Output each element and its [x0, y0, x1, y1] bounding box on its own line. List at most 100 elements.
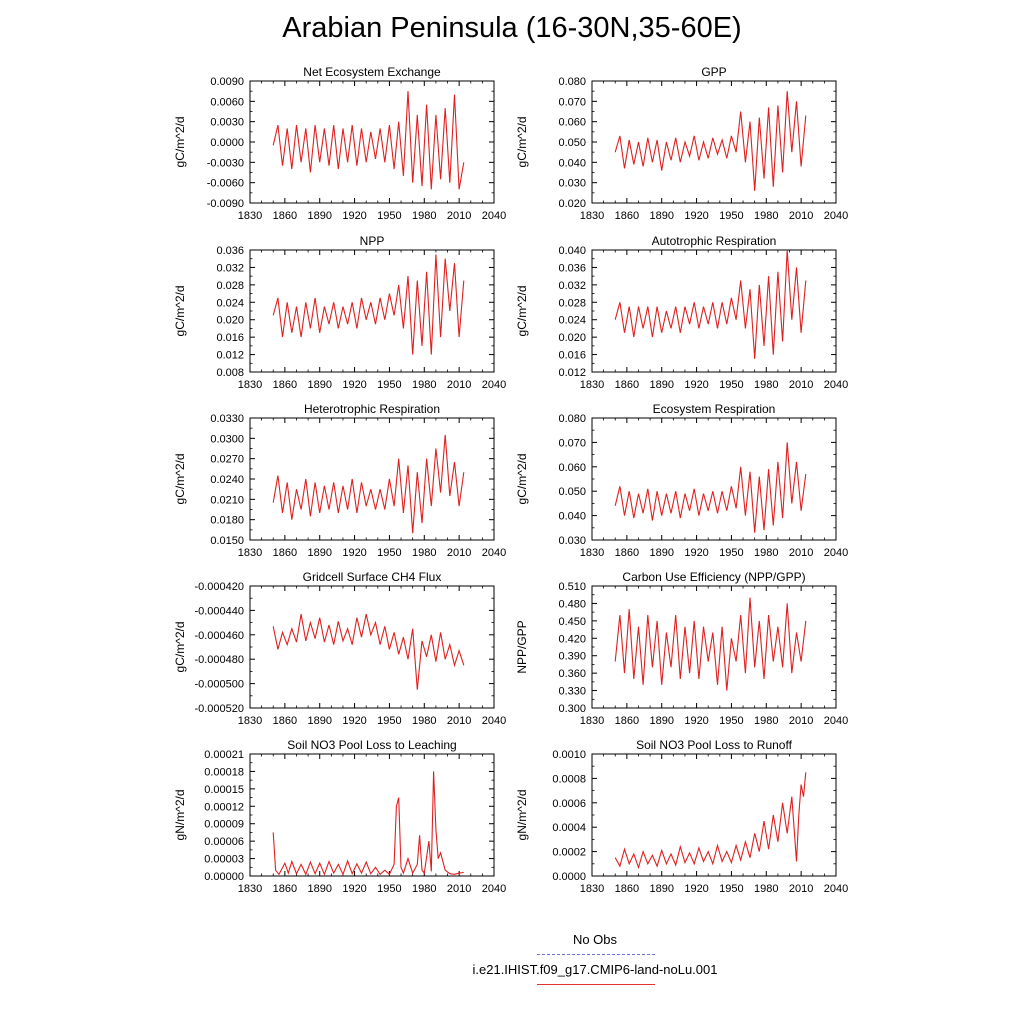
y-tick-label: 0.0006 — [552, 798, 586, 810]
y-tick-label: 0.0000 — [552, 871, 586, 883]
chart-panel-8: Carbon Use Efficiency (NPP/GPP) NPP/GPP 18… — [515, 570, 848, 727]
chart-title: Gridcell Surface CH4 Flux — [303, 570, 442, 584]
legend-model-line — [537, 984, 655, 985]
x-tick-label: 1950 — [377, 547, 401, 559]
chart-panel-10: Soil NO3 Pool Loss to Runoff gN/m^2/d 1830… — [515, 738, 848, 895]
y-tick-label: 0.0330 — [210, 413, 244, 425]
y-axis-label: gC/m^2/d — [173, 286, 187, 337]
y-tick-label: 0.032 — [216, 262, 244, 274]
x-tick-label: 1890 — [649, 379, 673, 391]
y-tick-label: 0.510 — [558, 581, 586, 593]
plot-frame — [249, 417, 495, 541]
y-tick-label: -0.000420 — [194, 581, 244, 593]
plot-frame — [249, 753, 495, 877]
y-tick-label: 0.024 — [558, 315, 586, 327]
x-tick-label: 1860 — [615, 715, 639, 727]
x-tick-label: 2010 — [789, 379, 813, 391]
series-line — [614, 249, 807, 359]
y-axis-label: gC/m^2/d — [515, 454, 529, 505]
x-tick-label: 1950 — [719, 715, 743, 727]
x-tick-label: 1980 — [412, 883, 436, 895]
y-tick-label: 0.040 — [558, 157, 586, 169]
x-tick-label: 1980 — [754, 210, 778, 222]
y-tick-label: -0.000520 — [194, 703, 244, 715]
x-tick-label: 1890 — [307, 715, 331, 727]
series-line — [614, 772, 807, 870]
y-tick-label: 0.00021 — [204, 749, 244, 761]
y-tick-label: 0.016 — [558, 350, 586, 362]
y-tick-label: -0.000500 — [194, 679, 244, 691]
series-line — [272, 771, 464, 876]
y-tick-label: 0.300 — [558, 703, 586, 715]
chart-panel-9: Soil NO3 Pool Loss to Leaching gN/m^2/d 18… — [173, 738, 506, 895]
chart-title: Carbon Use Efficiency (NPP/GPP) — [622, 570, 805, 584]
y-tick-label: 0.330 — [558, 686, 586, 698]
y-tick-label: 0.040 — [558, 245, 586, 257]
y-tick-label: 0.00018 — [204, 766, 244, 778]
y-tick-label: 0.00009 — [204, 819, 244, 831]
y-tick-label: 0.450 — [558, 616, 586, 628]
y-tick-label: 0.008 — [216, 367, 244, 379]
x-tick-label: 1890 — [307, 883, 331, 895]
y-tick-label: 0.0300 — [210, 433, 244, 445]
x-tick-label: 1890 — [649, 883, 673, 895]
x-tick-label: 1920 — [342, 379, 366, 391]
x-tick-label: 1950 — [377, 210, 401, 222]
y-tick-label: 0.480 — [558, 598, 586, 610]
chart-panel-4: Autotrophic Respiration gC/m^2/d 1830 1860 1… — [515, 234, 848, 391]
y-tick-label: 0.0060 — [210, 96, 244, 108]
x-tick-label: 1860 — [615, 883, 639, 895]
x-tick-label: 1830 — [238, 210, 262, 222]
y-axis-label: gC/m^2/d — [173, 454, 187, 505]
y-tick-label: 0.012 — [216, 350, 244, 362]
chart-title: Heterotrophic Respiration — [304, 402, 440, 416]
y-tick-label: 0.016 — [216, 332, 244, 344]
y-tick-label: -0.0090 — [207, 198, 244, 210]
x-tick-label: 1950 — [377, 379, 401, 391]
x-tick-label: 1920 — [684, 547, 708, 559]
x-tick-label: 2010 — [447, 715, 471, 727]
y-axis-label: gC/m^2/d — [515, 286, 529, 337]
x-tick-label: 1890 — [649, 210, 673, 222]
y-axis-label: gC/m^2/d — [173, 622, 187, 673]
y-tick-label: 0.0008 — [552, 773, 586, 785]
series-line — [614, 597, 807, 691]
y-tick-label: 0.0000 — [210, 137, 244, 149]
x-tick-label: 1980 — [754, 379, 778, 391]
y-tick-label: 0.060 — [558, 117, 586, 129]
x-tick-label: 1920 — [342, 210, 366, 222]
x-tick-label: 1920 — [684, 883, 708, 895]
y-tick-label: 0.0002 — [552, 847, 586, 859]
chart-title: GPP — [701, 65, 726, 79]
chart-panel-3: NPP gC/m^2/d 1830 1860 1890 1920 1950 1980 2010 2… — [173, 234, 506, 391]
y-tick-label: 0.00006 — [204, 836, 244, 848]
x-tick-label: 2040 — [824, 547, 848, 559]
x-tick-label: 2040 — [482, 379, 506, 391]
x-tick-label: 2040 — [482, 547, 506, 559]
x-tick-label: 1830 — [580, 210, 604, 222]
chart-title: Soil NO3 Pool Loss to Runoff — [636, 738, 793, 752]
y-tick-label: 0.0210 — [210, 494, 244, 506]
x-tick-label: 2040 — [824, 210, 848, 222]
y-tick-label: 0.060 — [558, 462, 586, 474]
x-tick-label: 1860 — [273, 547, 297, 559]
x-tick-label: 2040 — [482, 883, 506, 895]
y-tick-label: 0.050 — [558, 137, 586, 149]
x-tick-label: 1980 — [754, 715, 778, 727]
chart-title: NPP — [360, 234, 385, 248]
y-tick-label: 0.0180 — [210, 515, 244, 527]
y-axis-label: NPP/GPP — [515, 620, 529, 673]
x-tick-label: 1950 — [719, 379, 743, 391]
chart-title: Net Ecosystem Exchange — [303, 65, 441, 79]
y-axis-label: gC/m^2/d — [173, 117, 187, 168]
x-tick-label: 1890 — [649, 715, 673, 727]
y-tick-label: 0.0030 — [210, 117, 244, 129]
legend-model-label: i.e21.IHIST.f09_g17.CMIP6-land-noLu.001 — [472, 962, 718, 977]
x-tick-label: 1860 — [273, 883, 297, 895]
y-tick-label: 0.024 — [216, 297, 244, 309]
x-tick-label: 1950 — [719, 547, 743, 559]
chart-title: Soil NO3 Pool Loss to Leaching — [287, 738, 456, 752]
y-tick-label: 0.080 — [558, 76, 586, 88]
x-tick-label: 1890 — [307, 210, 331, 222]
